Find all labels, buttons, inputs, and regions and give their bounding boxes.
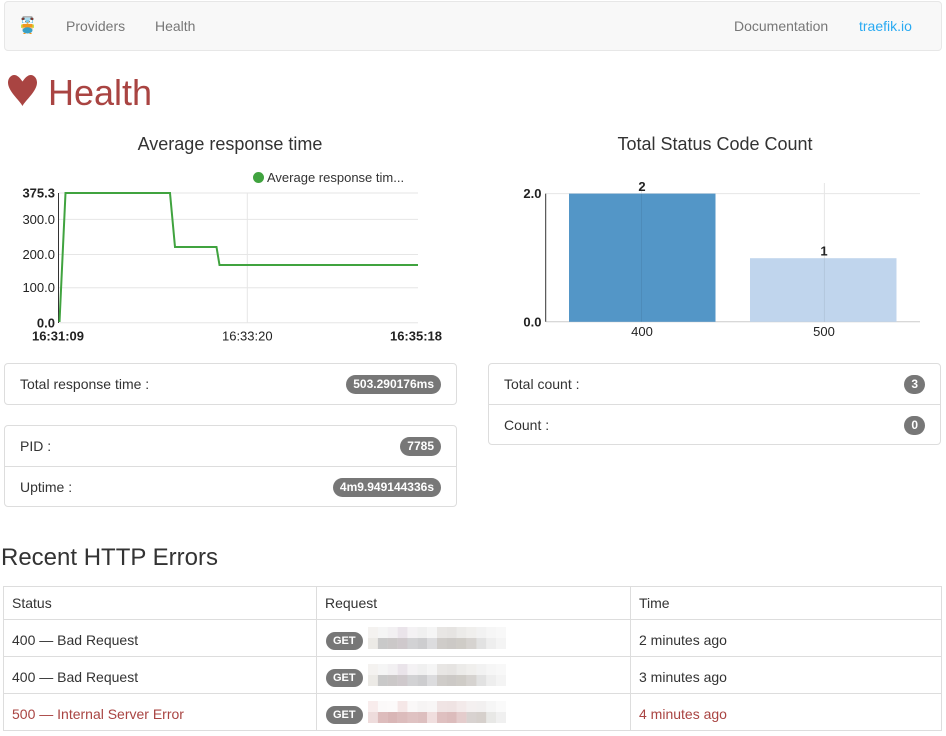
- svg-text:Average response tim...: Average response tim...: [267, 170, 404, 185]
- svg-text:1: 1: [820, 244, 827, 259]
- svg-text:Total Status Code Count: Total Status Code Count: [617, 134, 812, 154]
- svg-text:200.0: 200.0: [22, 247, 55, 262]
- svg-text:0.0: 0.0: [523, 314, 541, 329]
- svg-text:16:31:09: 16:31:09: [32, 329, 84, 344]
- svg-text:Average response time: Average response time: [138, 134, 323, 154]
- svg-text:2.0: 2.0: [523, 186, 541, 201]
- svg-text:500: 500: [813, 324, 835, 339]
- svg-text:375.3: 375.3: [22, 186, 55, 201]
- svg-text:0.0: 0.0: [37, 315, 55, 330]
- svg-text:16:33:20: 16:33:20: [222, 329, 273, 344]
- svg-text:100.0: 100.0: [22, 280, 55, 295]
- svg-text:2: 2: [638, 179, 645, 194]
- svg-text:16:35:18: 16:35:18: [390, 329, 442, 344]
- svg-text:300.0: 300.0: [22, 212, 55, 227]
- svg-text:400: 400: [631, 324, 653, 339]
